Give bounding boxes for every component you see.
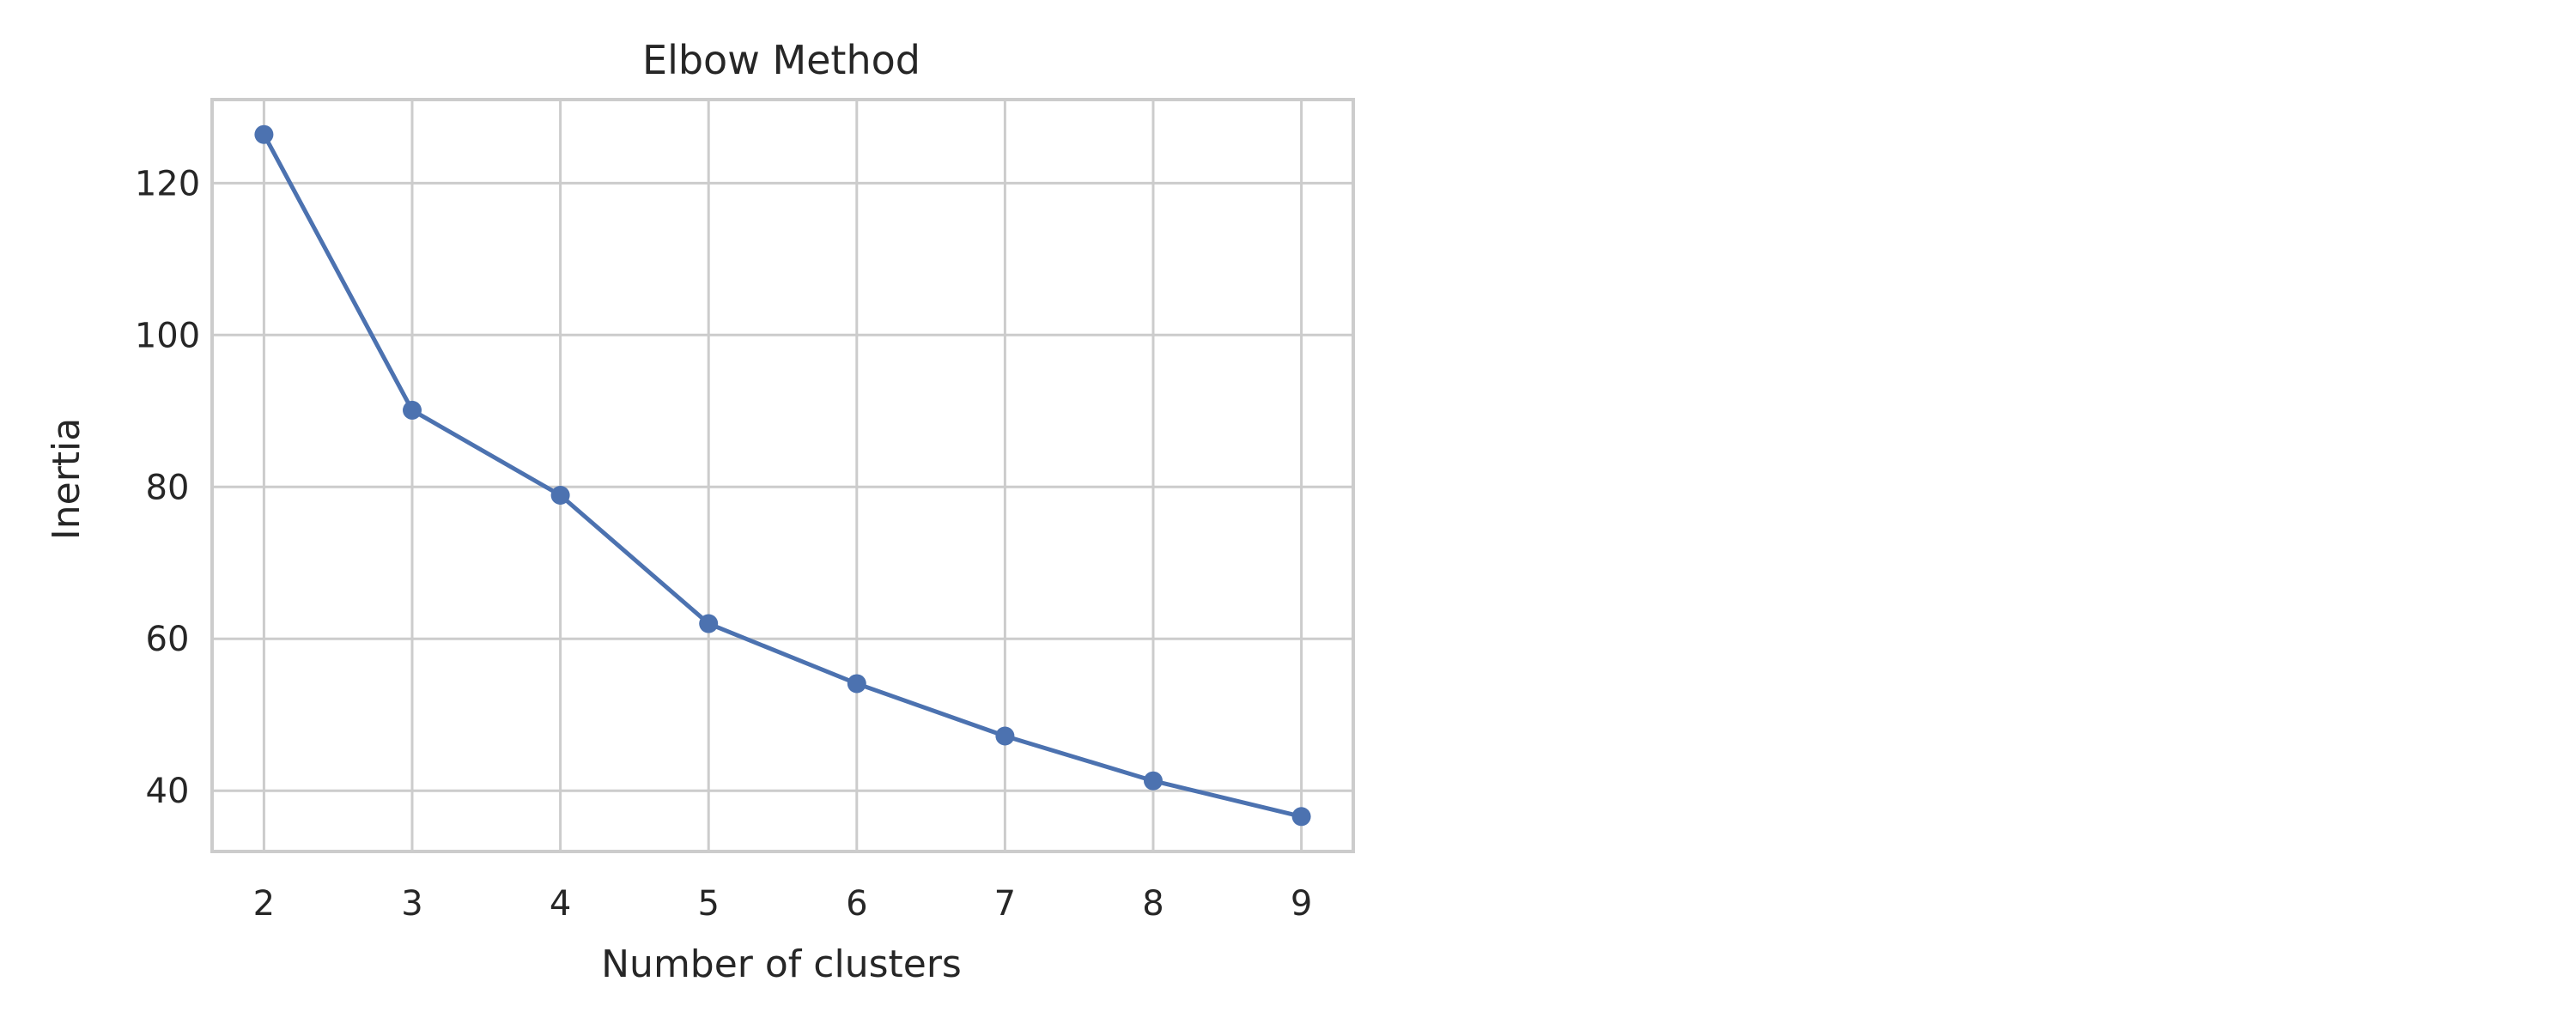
data-point [699,614,719,633]
x-tick-label: 2 [253,884,275,924]
y-tick-label: 100 [135,316,200,355]
x-tick-labels: 2 3 4 5 6 7 8 9 [253,884,1313,924]
y-axis-label: Inertia [45,418,88,540]
data-point [1143,771,1163,791]
x-tick-label: 8 [1142,884,1163,924]
series-layer [254,124,1311,827]
x-tick-label: 6 [846,884,867,924]
data-point [995,726,1015,746]
plot-frame [210,98,1355,853]
x-tick-label: 5 [697,884,719,924]
data-point [254,124,274,144]
data-point [1291,807,1311,827]
y-tick-label: 80 [146,468,190,507]
data-point [403,400,422,420]
series-line [262,133,1303,819]
y-tick-labels: 40 60 80 100 120 [135,164,200,811]
grid-lines [212,100,1353,851]
chart-title: Elbow Method [642,37,920,83]
x-axis-label: Number of clusters [601,942,962,986]
y-tick-label: 60 [146,620,190,659]
data-point [847,674,866,694]
x-tick-label: 9 [1291,884,1312,924]
x-tick-label: 7 [994,884,1016,924]
y-tick-label: 120 [135,164,200,203]
x-tick-label: 4 [550,884,571,924]
y-tick-label: 40 [146,772,190,811]
data-point [550,486,570,506]
x-tick-label: 3 [401,884,422,924]
